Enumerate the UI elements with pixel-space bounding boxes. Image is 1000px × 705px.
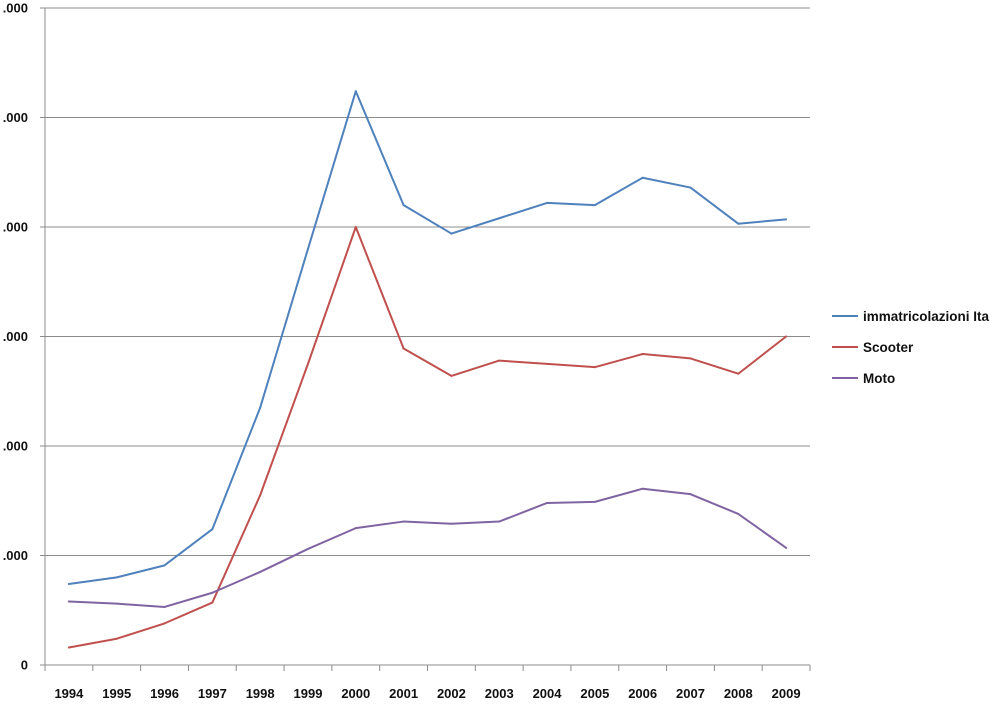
data-point-moto-1998: [259, 570, 262, 573]
data-point-scooter-1996: [163, 622, 166, 625]
data-point-immatricolazioni-ita-2005: [593, 204, 596, 207]
x-tick-label-1996: 1996: [150, 686, 179, 701]
data-point-immatricolazioni-ita-2003: [498, 217, 501, 220]
data-point-scooter-2005: [593, 366, 596, 369]
x-tick-label-1995: 1995: [102, 686, 131, 701]
data-point-scooter-2002: [450, 374, 453, 377]
data-point-scooter-2001: [402, 347, 405, 350]
data-point-moto-2000: [354, 527, 357, 530]
data-point-immatricolazioni-ita-1996: [163, 564, 166, 567]
data-point-immatricolazioni-ita-1999: [306, 247, 309, 250]
data-point-immatricolazioni-ita-2001: [402, 204, 405, 207]
data-point-immatricolazioni-ita-2006: [641, 176, 644, 179]
x-tick-label-1994: 1994: [54, 686, 84, 701]
x-tick-label-2002: 2002: [437, 686, 466, 701]
data-point-scooter-1999: [306, 362, 309, 365]
data-point-moto-2005: [593, 500, 596, 503]
data-point-immatricolazioni-ita-2009: [785, 218, 788, 221]
data-point-moto-1995: [115, 602, 118, 605]
x-tick-label-1999: 1999: [294, 686, 323, 701]
data-point-moto-1999: [306, 547, 309, 550]
data-point-immatricolazioni-ita-2000: [354, 90, 357, 93]
axes: [40, 7, 811, 671]
data-point-moto-2004: [546, 501, 549, 504]
data-point-immatricolazioni-ita-1994: [67, 582, 70, 585]
x-tick-label-1997: 1997: [198, 686, 227, 701]
data-point-scooter-2004: [546, 362, 549, 365]
data-point-moto-2006: [641, 487, 644, 490]
y-tick-label-600: .000: [3, 1, 28, 16]
data-point-moto-2009: [785, 546, 788, 549]
x-tick-label-2004: 2004: [533, 686, 563, 701]
data-point-immatricolazioni-ita-2008: [737, 222, 740, 225]
legend: immatricolazioni Ita Scooter Moto: [832, 309, 990, 386]
data-point-immatricolazioni-ita-1995: [115, 576, 118, 579]
x-tick-label-2005: 2005: [580, 686, 609, 701]
data-point-scooter-2009: [785, 335, 788, 338]
x-tick-label-2009: 2009: [772, 686, 801, 701]
x-tick-label-2008: 2008: [724, 686, 753, 701]
data-point-scooter-2007: [689, 357, 692, 360]
data-point-moto-2001: [402, 520, 405, 523]
x-tick-label-2003: 2003: [485, 686, 514, 701]
series-lines: [67, 90, 788, 649]
data-point-immatricolazioni-ita-1998: [259, 406, 262, 409]
legend-label-immatricolazioni-ita: immatricolazioni Ita: [863, 309, 990, 324]
x-tick-label-2007: 2007: [676, 686, 705, 701]
data-point-scooter-2008: [737, 372, 740, 375]
y-tick-label-400: .000: [3, 220, 28, 235]
series-line-scooter: [67, 226, 788, 649]
data-point-scooter-1997: [211, 601, 214, 604]
data-point-immatricolazioni-ita-2002: [450, 232, 453, 235]
data-point-moto-2003: [498, 520, 501, 523]
y-tick-label-300: .000: [3, 329, 28, 344]
data-point-scooter-2006: [641, 353, 644, 356]
data-point-moto-1997: [211, 591, 214, 594]
data-point-immatricolazioni-ita-1997: [211, 528, 214, 531]
y-axis-tick-labels: 0 .000 .000 .000 .000 .000 .000: [3, 1, 28, 673]
x-tick-label-2000: 2000: [341, 686, 370, 701]
y-tick-label-200: .000: [3, 439, 28, 454]
data-point-scooter-2000: [354, 226, 357, 228]
data-point-scooter-1995: [115, 637, 118, 640]
data-point-moto-2002: [450, 522, 453, 525]
data-point-scooter-1994: [67, 646, 70, 649]
legend-label-moto: Moto: [863, 371, 895, 386]
data-point-moto-1996: [163, 605, 166, 608]
data-point-moto-2008: [737, 512, 740, 515]
gridlines: [45, 7, 810, 556]
series-line-moto: [67, 487, 788, 608]
legend-label-scooter: Scooter: [863, 340, 914, 355]
data-point-moto-1994: [67, 600, 70, 603]
data-point-immatricolazioni-ita-2007: [689, 186, 692, 189]
data-point-immatricolazioni-ita-2004: [546, 201, 549, 204]
series-line-immatricolazioni-ita: [67, 90, 788, 585]
y-tick-label-500: .000: [3, 110, 28, 125]
data-point-moto-2007: [689, 493, 692, 496]
data-point-scooter-1998: [259, 494, 262, 497]
x-tick-label-2001: 2001: [389, 686, 418, 701]
x-tick-label-2006: 2006: [628, 686, 657, 701]
y-tick-label-100: .000: [3, 548, 28, 563]
x-axis-tick-labels: 1994 1995 1996 1997 1998 1999 2000 2001 2002 2003…: [54, 686, 800, 701]
y-tick-label-0: 0: [21, 658, 28, 673]
data-point-scooter-2003: [498, 359, 501, 362]
x-tick-label-1998: 1998: [246, 686, 275, 701]
